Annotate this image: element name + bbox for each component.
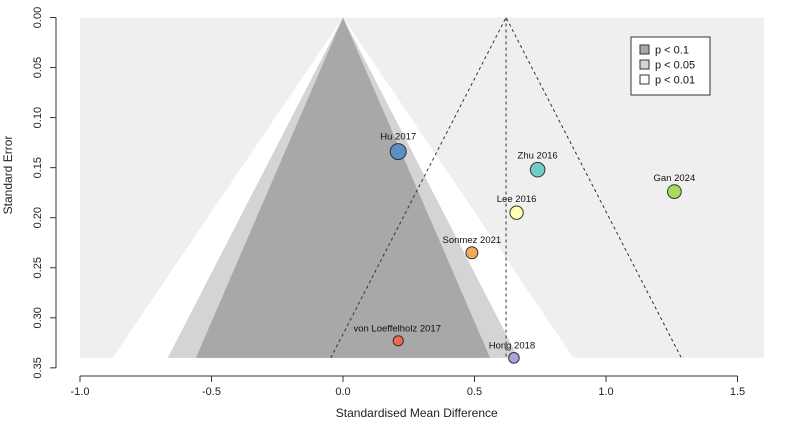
y-tick-label: 0.35 xyxy=(32,357,44,378)
x-tick-label: 1.0 xyxy=(598,386,613,398)
axes: -1.0 -0.5 0.0 0.5 1.0 1.5 0.00 0.05 0.10 0.15 0.20… xyxy=(32,7,745,398)
study-point xyxy=(392,335,404,347)
legend: p < 0.1 p < 0.05 p < 0.01 xyxy=(630,36,711,96)
legend-label: p < 0.1 xyxy=(655,45,689,57)
y-tick-label: 0.20 xyxy=(32,207,44,228)
y-axis-title: Standard Error xyxy=(1,136,15,215)
study-label: Hu 2017 xyxy=(380,132,416,143)
x-tick-label: 0.5 xyxy=(467,386,482,398)
y-tick-label: 0.10 xyxy=(32,107,44,128)
y-tick-label: 0.30 xyxy=(32,307,44,328)
study-labels: Hu 2017 Zhu 2016 Gan 2024 Lee 2016 Sonmez 20… xyxy=(353,132,695,352)
legend-swatch xyxy=(639,59,650,70)
x-tick-label: 0.0 xyxy=(335,386,350,398)
legend-swatch xyxy=(639,74,650,85)
study-point xyxy=(509,205,524,220)
study-point xyxy=(508,352,520,364)
study-label: von Loeffelholz 2017 xyxy=(353,324,441,335)
legend-swatch xyxy=(639,44,650,55)
study-label: Zhu 2016 xyxy=(518,150,558,161)
study-label: Hong 2018 xyxy=(489,341,535,352)
study-point xyxy=(529,161,546,178)
legend-label: p < 0.01 xyxy=(655,75,695,87)
x-axis-title: Standardised Mean Difference xyxy=(336,406,498,420)
x-tick-label: -1.0 xyxy=(71,386,90,398)
study-point xyxy=(465,246,479,260)
y-tick-label: 0.00 xyxy=(32,7,44,28)
y-tick-label: 0.15 xyxy=(32,157,44,178)
contour-region xyxy=(195,17,491,358)
y-tick-label: 0.05 xyxy=(32,57,44,78)
study-label: Lee 2016 xyxy=(497,194,537,205)
legend-label: p < 0.05 xyxy=(655,60,695,72)
study-label: Gan 2024 xyxy=(654,173,696,184)
x-tick-label: 1.5 xyxy=(730,386,745,398)
study-point xyxy=(389,143,407,161)
study-label: Sonmez 2021 xyxy=(443,235,502,246)
x-tick-label: -0.5 xyxy=(202,386,221,398)
y-tick-label: 0.25 xyxy=(32,257,44,278)
study-point xyxy=(667,184,682,200)
pseudo-ci-funnel xyxy=(330,16,682,359)
